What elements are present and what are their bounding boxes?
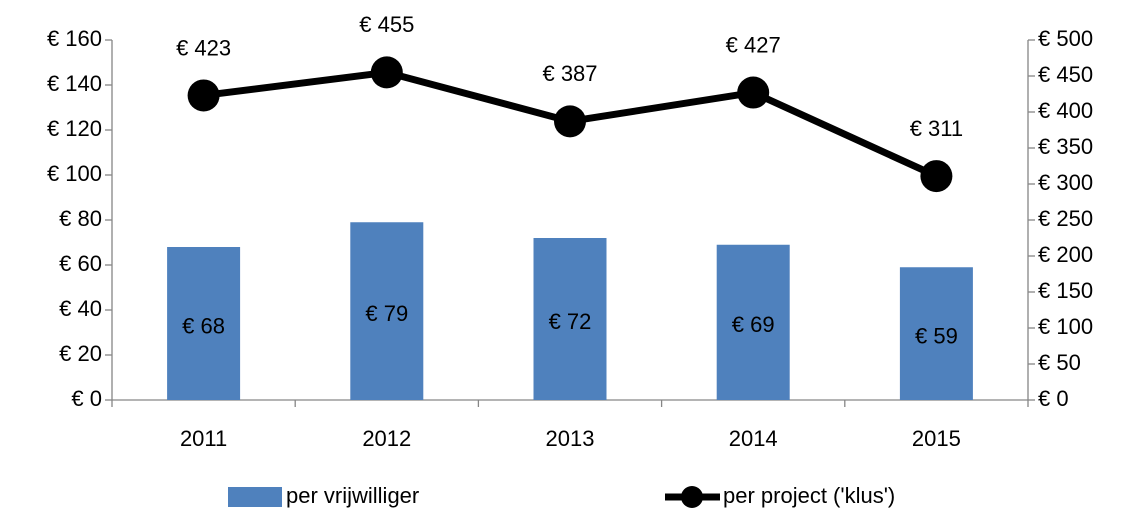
y2-tick-label: € 100: [1038, 314, 1093, 339]
line-value-label: € 455: [359, 12, 414, 37]
line-marker: [554, 105, 586, 138]
y-tick-label: € 0: [71, 386, 102, 411]
y-tick-label: € 120: [47, 116, 102, 141]
legend-marker: [681, 486, 703, 508]
line-value-label: € 311: [910, 116, 963, 141]
bar: [899, 267, 973, 400]
y2-tick-label: € 350: [1038, 134, 1093, 159]
x-tick-label: 2012: [362, 426, 411, 451]
bar-value-label: € 72: [549, 309, 592, 334]
x-tick-label: 2013: [546, 426, 595, 451]
x-tick-label: 2015: [912, 426, 961, 451]
bar: [533, 238, 607, 400]
line-marker: [920, 160, 953, 193]
y-tick-label: € 140: [47, 71, 102, 96]
y2-tick-label: € 250: [1038, 206, 1093, 231]
bar: [350, 222, 424, 400]
legend-label: per project ('klus'): [723, 483, 895, 508]
y2-tick-label: € 200: [1038, 242, 1093, 267]
y-tick-label: € 160: [47, 26, 102, 51]
line-value-label: € 387: [542, 61, 597, 86]
bar-value-label: € 59: [915, 323, 958, 348]
y2-tick-label: € 400: [1038, 98, 1093, 123]
y-tick-label: € 60: [59, 251, 102, 276]
bar-value-label: € 69: [732, 312, 775, 337]
legend-label: per vrijwilliger: [286, 483, 419, 508]
y2-tick-label: € 300: [1038, 170, 1093, 195]
y-tick-label: € 20: [59, 341, 102, 366]
y-tick-label: € 40: [59, 296, 102, 321]
y2-tick-label: € 450: [1038, 62, 1093, 87]
line-marker: [370, 56, 403, 89]
x-tick-label: 2014: [729, 426, 778, 451]
x-tick-label: 2011: [180, 426, 227, 451]
bar-value-label: € 68: [182, 313, 225, 338]
y-tick-label: € 100: [47, 161, 102, 186]
y2-tick-label: € 50: [1038, 350, 1081, 375]
bar: [167, 247, 241, 400]
y2-tick-label: € 0: [1038, 386, 1069, 411]
bar-value-label: € 79: [365, 301, 408, 326]
y2-tick-label: € 500: [1038, 26, 1093, 51]
line-marker: [737, 76, 770, 109]
y2-tick-label: € 150: [1038, 278, 1093, 303]
line-value-label: € 423: [176, 35, 231, 60]
line-marker: [187, 79, 220, 112]
legend-swatch: [228, 487, 282, 507]
line-value-label: € 427: [726, 32, 781, 57]
y-tick-label: € 80: [59, 206, 102, 231]
bar: [716, 244, 790, 400]
